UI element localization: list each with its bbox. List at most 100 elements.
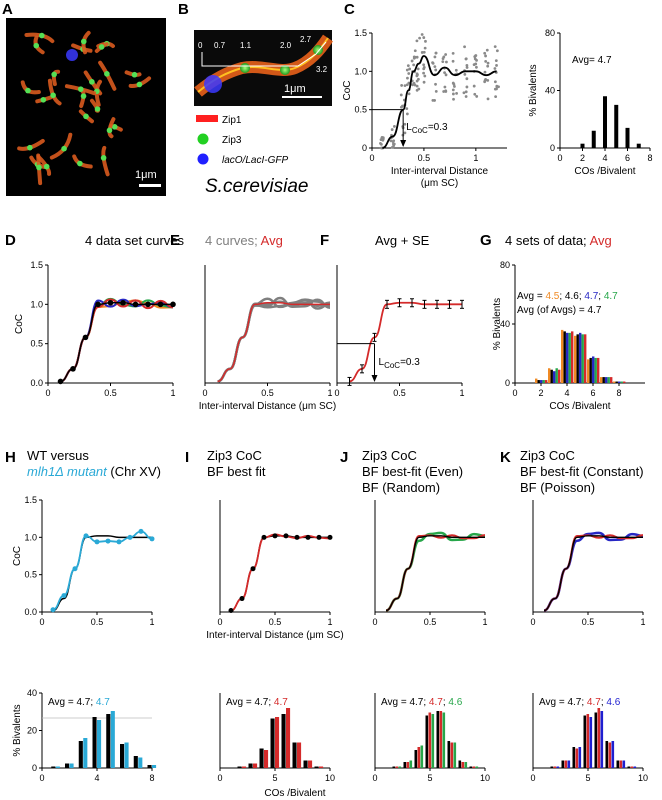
e-plot-x-tick-label: 1 (327, 388, 332, 398)
zip3-focus (50, 92, 56, 99)
avg-point (120, 299, 126, 306)
f-title-b: + SE (401, 233, 430, 248)
series-curve (217, 300, 331, 383)
hist-bar (613, 381, 616, 383)
series-curve (60, 297, 174, 383)
panel-e-label: E (170, 232, 180, 249)
d-plot-y-tick-label: 1.5 (30, 260, 43, 270)
data-point (494, 59, 498, 62)
g-avg-part: 4.5 (545, 291, 559, 302)
hist-bar (605, 741, 609, 768)
hist-bar (607, 377, 610, 383)
hist-bar (608, 742, 612, 768)
legend-swatch (197, 133, 209, 145)
hist-bar (571, 331, 574, 383)
avg-part: 4.7 (96, 697, 110, 708)
data-point (389, 139, 393, 143)
hist-bar (403, 762, 407, 768)
zip3-focus (94, 106, 101, 112)
hist-bar (558, 369, 561, 383)
zip3-focus (89, 79, 95, 85)
hist-bar (395, 766, 399, 768)
data-point (495, 49, 499, 53)
data-point (405, 112, 409, 116)
data-point (422, 65, 426, 69)
c-hist-y-tick-label: 0 (550, 143, 555, 153)
hist-h: 0 4 8 0 20 40 Avg = 4.7; 4.7 % Bivalents (12, 688, 157, 783)
hist-bar (69, 763, 74, 768)
c-y-tick-label: 0 (362, 143, 367, 153)
d-ylabel: CoC (14, 314, 25, 334)
data-point (445, 60, 448, 64)
h-title-1: WT versus (27, 448, 89, 463)
distance-label: 0 (198, 41, 203, 50)
data-point (415, 55, 419, 59)
hist-bar (286, 708, 291, 768)
hist-bar (120, 744, 125, 768)
coc-plot-e: 0 0.5 1 Inter-interval Distance (μm SC) (199, 265, 336, 412)
series-curve (217, 298, 331, 383)
hist-bar (420, 745, 424, 768)
avg-part: 4.6 (448, 697, 462, 708)
g-xlabel: COs /Bivalent (549, 401, 610, 412)
hist-k: 0 5 10 Avg = 4.7; 4.7; 4.6 (530, 693, 648, 783)
avg-curve (349, 301, 462, 383)
h-hist-avg: Avg = 4.7; 4.7 (48, 697, 110, 708)
c-hist-x-tick-label: 0 (557, 153, 562, 163)
data-point (442, 55, 446, 59)
hist-bar (586, 714, 590, 768)
zip3-focus (43, 163, 50, 170)
k-title-1: Zip3 CoC (520, 448, 575, 463)
k-hist-x-tick-label: 10 (638, 773, 648, 783)
data-point (493, 87, 497, 91)
hist-bar (567, 760, 571, 768)
j-hist-x-tick-label: 10 (480, 773, 490, 783)
g-hist-x-tick-label: 6 (590, 388, 595, 398)
i-xlabel: Inter-interval Distance (μm SC) (206, 630, 343, 641)
zip3-focus (40, 96, 47, 103)
zip3-focus (33, 42, 40, 49)
hist-bar (630, 766, 634, 768)
hist-bar (92, 717, 97, 768)
g-hist-x-tick-label: 4 (564, 388, 569, 398)
data-point (379, 142, 382, 145)
data-point (415, 74, 419, 78)
hist-bar (409, 760, 413, 768)
f-lcoc-val: =0.3 (400, 357, 420, 368)
distance-label: 2.0 (280, 41, 292, 50)
zip3-point (261, 534, 267, 540)
zip3-point (294, 534, 300, 540)
hist-bar (576, 334, 579, 383)
mutant-point (94, 539, 100, 545)
hist-bar (597, 708, 601, 768)
data-point (422, 80, 426, 84)
j-title-3: BF (Random) (362, 480, 440, 495)
panel-g-label: G (480, 232, 492, 249)
hist-bar (597, 357, 600, 383)
hist-bar (242, 766, 247, 768)
hist-bar (314, 766, 319, 768)
mutant-point (50, 607, 56, 613)
data-point (486, 97, 490, 101)
g-title-a: 4 sets of data; (505, 233, 590, 248)
hist-bar (428, 712, 432, 768)
hist-bar (589, 357, 592, 383)
data-point (400, 84, 404, 87)
zip3-focus (100, 155, 107, 161)
k-title-3: BF (Poisson) (520, 480, 595, 495)
h-plot-x-tick-label: 1 (149, 617, 154, 627)
legend-b: Zip1 Zip3 lacO/LacI-GFP (196, 115, 288, 166)
avg-part: Avg = 4.7; (539, 697, 587, 708)
hist-bar (583, 715, 587, 768)
avg-point (157, 301, 164, 308)
distance-label: 1.1 (240, 41, 252, 50)
data-point (434, 82, 437, 86)
hist-bar (627, 766, 631, 768)
hist-bar (406, 762, 410, 768)
zip3-focus (25, 87, 31, 94)
data-point (465, 64, 469, 67)
c-hist-x-tick-label: 6 (625, 153, 630, 163)
coc-curve (382, 55, 497, 149)
data-point (453, 85, 456, 88)
